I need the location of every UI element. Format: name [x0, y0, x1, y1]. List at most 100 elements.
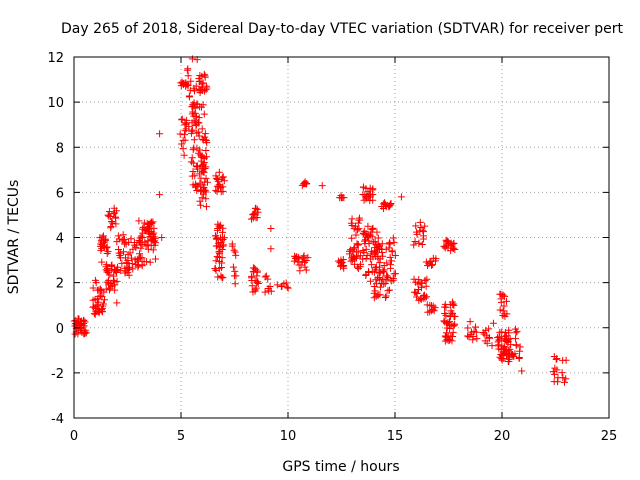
- data-point: [251, 286, 259, 294]
- data-point: [198, 194, 206, 202]
- data-point: [497, 298, 505, 306]
- data-point: [178, 116, 186, 124]
- data-point: [303, 179, 311, 187]
- data-point: [472, 328, 480, 336]
- data-point: [219, 173, 227, 181]
- data-point: [419, 227, 427, 235]
- x-tick-label: 20: [494, 429, 511, 444]
- data-point: [300, 252, 308, 260]
- data-point: [446, 325, 454, 333]
- data-point: [218, 228, 226, 236]
- data-point: [421, 294, 429, 302]
- data-point: [363, 251, 371, 259]
- data-point: [202, 195, 210, 203]
- data-point: [218, 246, 226, 254]
- data-point: [158, 234, 166, 241]
- data-point: [339, 255, 347, 263]
- data-point: [451, 320, 459, 328]
- data-point: [464, 324, 472, 332]
- data-point: [178, 140, 186, 148]
- data-point: [188, 154, 196, 162]
- data-point: [138, 234, 146, 242]
- x-tick-label: 0: [70, 429, 78, 444]
- data-point: [499, 291, 507, 299]
- data-point: [188, 55, 196, 63]
- data-point: [100, 296, 108, 304]
- data-point: [365, 240, 373, 248]
- data-point: [81, 318, 89, 326]
- data-point: [513, 327, 521, 335]
- data-point: [101, 236, 109, 244]
- data-point: [473, 335, 481, 343]
- data-point: [267, 245, 275, 253]
- data-point: [252, 284, 260, 292]
- data-point: [156, 130, 164, 138]
- data-point: [379, 275, 387, 283]
- data-point: [199, 101, 207, 109]
- data-point: [231, 248, 239, 256]
- data-point: [505, 326, 513, 334]
- data-point: [318, 182, 326, 190]
- data-point: [429, 261, 437, 269]
- data-point: [282, 279, 290, 287]
- data-point: [195, 119, 203, 127]
- x-tick-label: 10: [280, 429, 297, 444]
- data-point: [194, 118, 202, 126]
- data-point: [415, 276, 423, 284]
- data-point: [296, 267, 304, 275]
- data-point: [135, 217, 143, 225]
- data-point: [248, 215, 256, 223]
- data-point: [376, 291, 384, 299]
- data-point: [201, 73, 209, 81]
- data-point: [374, 234, 382, 242]
- data-point: [190, 117, 198, 125]
- data-point: [501, 333, 509, 341]
- data-point: [181, 127, 189, 135]
- data-point: [212, 232, 220, 240]
- data-point: [284, 284, 292, 292]
- data-point: [203, 153, 211, 161]
- data-point: [488, 342, 496, 350]
- data-point: [196, 146, 204, 154]
- data-point: [357, 260, 365, 268]
- data-point: [431, 304, 439, 312]
- data-point: [449, 332, 457, 340]
- data-point: [380, 266, 388, 274]
- data-point: [252, 265, 260, 273]
- data-point: [128, 254, 136, 262]
- data-point: [201, 164, 209, 172]
- data-point: [113, 277, 121, 285]
- data-point: [91, 276, 99, 284]
- data-point: [553, 355, 561, 363]
- data-point: [254, 278, 262, 286]
- data-point: [190, 136, 198, 144]
- data-point: [203, 139, 211, 147]
- data-point: [353, 226, 361, 234]
- data-point: [381, 279, 389, 287]
- data-point: [382, 292, 390, 300]
- data-point: [387, 200, 395, 208]
- data-point: [449, 300, 457, 308]
- data-point: [482, 326, 490, 334]
- data-point: [450, 239, 458, 247]
- data-point: [267, 224, 275, 232]
- data-point: [195, 149, 203, 157]
- data-point: [200, 168, 208, 176]
- y-tick-label: 8: [56, 141, 64, 156]
- data-point: [397, 193, 405, 201]
- data-point: [108, 218, 116, 226]
- y-tick-label: -2: [51, 367, 64, 382]
- data-point: [126, 249, 134, 257]
- data-point: [558, 369, 566, 377]
- data-point: [304, 254, 312, 262]
- data-point: [483, 339, 491, 347]
- data-point: [137, 244, 145, 252]
- data-point: [371, 287, 379, 295]
- y-tick-label: 2: [56, 277, 64, 292]
- data-point: [353, 254, 361, 262]
- data-point: [389, 234, 397, 242]
- data-point: [133, 241, 141, 249]
- data-point: [414, 285, 422, 293]
- data-point: [193, 163, 201, 171]
- data-point: [373, 228, 381, 236]
